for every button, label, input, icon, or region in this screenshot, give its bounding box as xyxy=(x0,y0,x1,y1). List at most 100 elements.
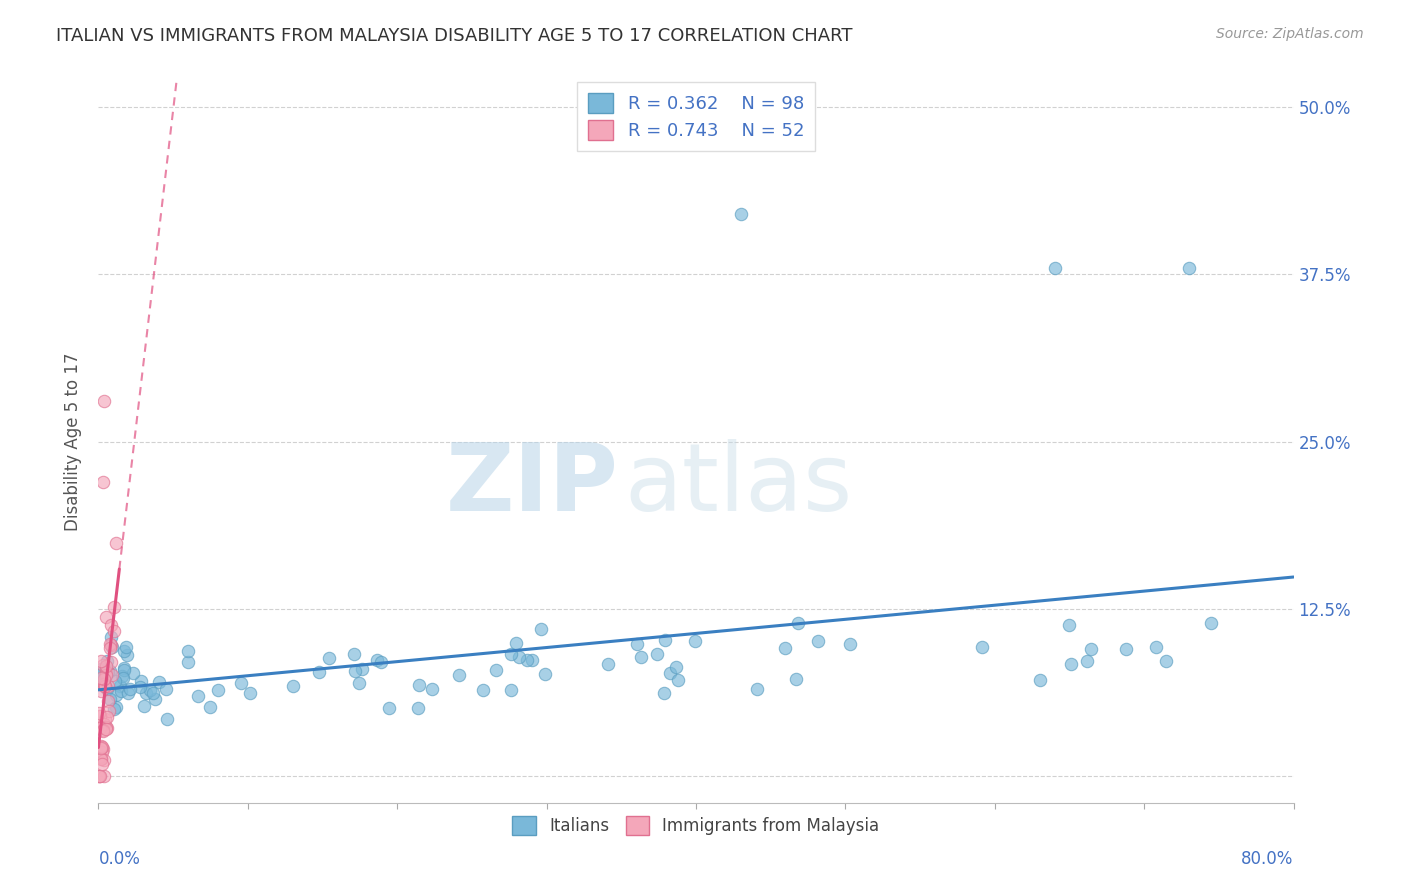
Point xyxy=(93,677,115,691)
Point xyxy=(239,686,262,700)
Point xyxy=(103,624,125,638)
Point xyxy=(91,657,114,672)
Point xyxy=(115,640,138,654)
Point xyxy=(87,769,110,783)
Point xyxy=(91,745,114,759)
Point xyxy=(1154,654,1177,668)
Point xyxy=(408,678,430,692)
Point xyxy=(111,668,134,682)
Point xyxy=(93,672,115,686)
Point xyxy=(626,637,648,651)
Point xyxy=(110,684,132,698)
Text: ITALIAN VS IMMIGRANTS FROM MALAYSIA DISABILITY AGE 5 TO 17 CORRELATION CHART: ITALIAN VS IMMIGRANTS FROM MALAYSIA DISA… xyxy=(56,27,853,45)
Point xyxy=(91,724,114,739)
Point xyxy=(100,630,122,644)
Point xyxy=(97,665,120,680)
Point xyxy=(89,748,111,763)
Point xyxy=(90,676,112,690)
Point xyxy=(1144,640,1167,654)
Point xyxy=(377,701,399,715)
Point xyxy=(1080,641,1102,656)
Point xyxy=(366,652,388,666)
Point xyxy=(90,662,112,676)
Point xyxy=(96,709,118,723)
Point xyxy=(529,622,551,636)
Point xyxy=(406,700,429,714)
Point xyxy=(90,752,112,766)
Point xyxy=(522,652,544,666)
Point xyxy=(229,676,252,690)
Point xyxy=(112,663,135,677)
Point xyxy=(647,647,669,661)
Point xyxy=(1199,616,1222,631)
Point xyxy=(207,683,229,698)
Point xyxy=(117,686,139,700)
Point xyxy=(94,712,117,726)
Point xyxy=(91,739,114,754)
Point xyxy=(96,681,118,696)
Point xyxy=(105,688,128,702)
Point xyxy=(112,661,135,675)
Point xyxy=(683,634,706,648)
Point xyxy=(93,394,115,409)
Point xyxy=(98,637,121,651)
Point xyxy=(111,671,134,685)
Point xyxy=(87,769,110,783)
Point xyxy=(343,647,366,661)
Point xyxy=(664,660,686,674)
Point xyxy=(1060,657,1083,671)
Point xyxy=(344,665,367,679)
Point xyxy=(370,656,392,670)
Point xyxy=(447,668,470,682)
Point xyxy=(91,723,114,738)
Point xyxy=(112,644,135,658)
Point xyxy=(350,662,373,676)
Point xyxy=(177,643,200,657)
Point xyxy=(1029,673,1052,687)
Point xyxy=(94,659,117,673)
Point xyxy=(659,665,682,680)
Point xyxy=(90,756,112,771)
Point xyxy=(93,716,115,731)
Point xyxy=(97,679,120,693)
Point xyxy=(94,679,117,693)
Point xyxy=(730,207,752,221)
Point xyxy=(148,674,170,689)
Point xyxy=(90,654,112,668)
Point xyxy=(785,672,807,686)
Y-axis label: Disability Age 5 to 17: Disability Age 5 to 17 xyxy=(65,352,83,531)
Text: 0.0%: 0.0% xyxy=(98,849,141,868)
Point xyxy=(93,769,115,783)
Point xyxy=(516,652,538,666)
Point xyxy=(100,668,122,682)
Point xyxy=(775,641,797,656)
Point xyxy=(90,667,112,681)
Point xyxy=(89,668,111,682)
Point xyxy=(101,640,124,654)
Point xyxy=(94,720,117,734)
Point xyxy=(508,650,530,665)
Point xyxy=(155,681,177,696)
Point xyxy=(534,666,557,681)
Point xyxy=(93,679,115,693)
Point xyxy=(98,664,121,678)
Point xyxy=(97,694,120,708)
Point xyxy=(1076,654,1098,668)
Point xyxy=(501,683,523,698)
Point xyxy=(745,681,768,696)
Point xyxy=(96,668,118,682)
Point xyxy=(787,615,810,630)
Point xyxy=(90,739,112,754)
Point xyxy=(128,680,150,694)
Point xyxy=(1178,260,1201,275)
Point xyxy=(94,665,117,679)
Point xyxy=(121,666,143,681)
Point xyxy=(308,665,330,679)
Point xyxy=(90,671,112,685)
Point xyxy=(108,679,131,693)
Point xyxy=(94,610,117,624)
Point xyxy=(103,701,125,715)
Point xyxy=(177,655,200,669)
Point xyxy=(143,692,166,706)
Point xyxy=(156,712,179,726)
